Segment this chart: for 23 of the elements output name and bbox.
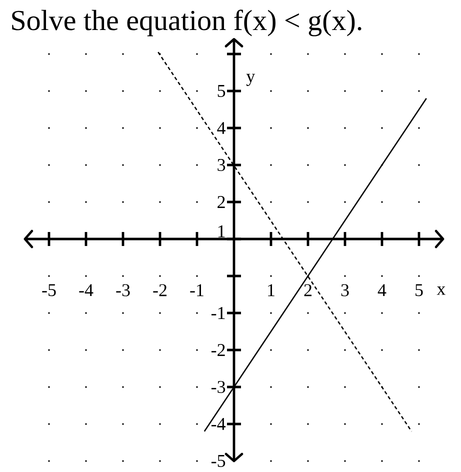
y-tick-label: -5	[211, 455, 226, 467]
y-tick-label: 4	[217, 122, 226, 134]
x-tick-label: -1	[190, 284, 204, 296]
x-tick-label: -3	[116, 284, 130, 296]
y-tick-label: 5	[218, 85, 226, 97]
chart-title: Solve the equation f(x) < g(x).	[12, 10, 362, 36]
y-tick-label: 2	[218, 196, 225, 208]
x-tick-label: -4	[79, 284, 94, 296]
x-tick-label: -5	[42, 284, 56, 296]
y-tick-label: 3	[218, 158, 226, 172]
y-tick-label: -3	[211, 380, 226, 394]
x-tick-label: 1	[268, 284, 274, 296]
x-tick-label: -2	[153, 284, 167, 296]
y-tick-label: -4	[211, 418, 226, 430]
x-tick-label: 5	[416, 284, 423, 296]
x-tick-label: 3	[341, 284, 349, 296]
y-tick-label: -1	[211, 307, 225, 319]
y-tick-label: 1	[218, 225, 225, 238]
x-tick-label: 4	[378, 284, 386, 296]
y-tick-label: -2	[211, 344, 225, 356]
y-axis-title: y	[246, 74, 256, 86]
x-tick-label: 2	[304, 284, 312, 296]
x-axis-title: x	[436, 286, 446, 295]
